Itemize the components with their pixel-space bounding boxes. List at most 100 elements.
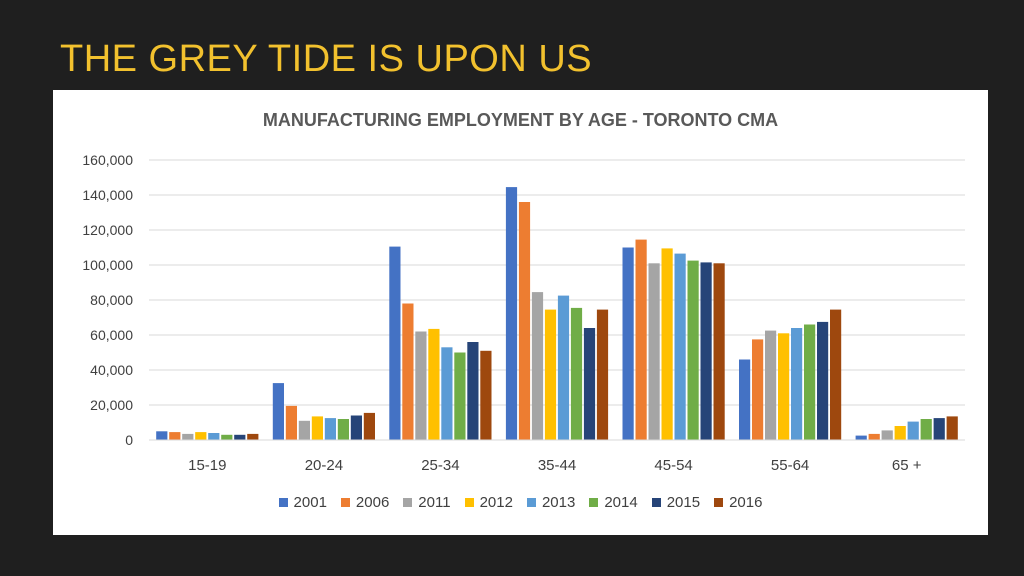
x-tick-label: 35-44: [538, 457, 576, 474]
chart-title: MANUFACTURING EMPLOYMENT BY AGE - TORONT…: [262, 110, 779, 130]
y-tick-label: 60,000: [90, 327, 133, 343]
legend-label: 2013: [541, 494, 576, 511]
legend-swatch: [340, 498, 350, 507]
y-tick-label: 40,000: [90, 362, 133, 378]
bar-20-24-2011: [298, 420, 310, 441]
bar-15-19-2006: [169, 432, 181, 440]
bar-20-24-2015: [350, 415, 362, 440]
y-tick-label: 140,000: [82, 187, 133, 203]
legend-item-2011: 2011: [403, 494, 451, 511]
bar-35-44-2011: [531, 292, 544, 440]
y-tick-label: 0: [125, 432, 133, 448]
legend-item-2013: 2013: [526, 494, 576, 511]
bar-20-24-2016: [363, 412, 375, 440]
y-tick-label: 80,000: [90, 292, 133, 308]
bar-45-54-2001: [622, 247, 634, 440]
bar-45-54-2015: [700, 262, 712, 440]
x-tick-label: 65 +: [892, 457, 922, 474]
bar-45-54-2016: [713, 263, 725, 441]
bar-15-19-2013: [208, 433, 220, 440]
bar-65+-2015: [933, 418, 945, 440]
bar-65+-2011: [881, 430, 893, 440]
x-tick-label: 15-19: [188, 457, 226, 474]
bar-65+-2016: [946, 416, 958, 440]
bar-65+-2012: [894, 426, 906, 440]
legend-label: 2015: [666, 494, 701, 511]
bar-15-19-2014: [221, 434, 233, 441]
bar-65+-2014: [920, 419, 932, 440]
bar-15-19-2015: [234, 434, 246, 441]
chart-legend: 2001 2006 2011 2012 2013 2014 2015 2016: [53, 494, 988, 511]
bar-55-64-2015: [817, 321, 829, 440]
bar-25-34-2013: [441, 347, 453, 441]
bar-45-54-2006: [635, 239, 647, 440]
bar-15-19-2011: [182, 433, 194, 440]
bar-20-24-2001: [272, 383, 284, 440]
y-tick-label: 120,000: [82, 222, 133, 238]
legend-swatch: [526, 498, 536, 507]
bar-45-54-2013: [674, 253, 686, 440]
bar-20-24-2006: [285, 405, 297, 440]
bar-55-64-2012: [778, 333, 790, 441]
chart-card: MANUFACTURING EMPLOYMENT BY AGE - TORONT…: [53, 90, 988, 535]
bar-35-44-2006: [518, 202, 531, 440]
x-tick-label: 20-24: [305, 457, 343, 474]
slide-title: THE GREY TIDE IS UPON US: [60, 38, 593, 80]
legend-item-2006: 2006: [340, 494, 390, 511]
legend-item-2016: 2016: [714, 494, 762, 511]
legend-swatch: [714, 498, 724, 507]
bar-45-54-2014: [687, 260, 699, 440]
legend-item-2001: 2001: [278, 494, 327, 511]
bar-65+-2006: [868, 433, 880, 440]
legend-swatch: [651, 498, 661, 507]
legend-label: 2001: [293, 494, 327, 511]
legend-swatch: [403, 498, 413, 507]
bar-20-24-2013: [324, 418, 336, 440]
bar-45-54-2012: [661, 248, 673, 440]
x-tick-label: 55-64: [771, 457, 809, 474]
bar-55-64-2014: [804, 324, 816, 440]
bar-35-44-2001: [505, 187, 518, 440]
y-tick-label: 100,000: [82, 257, 133, 273]
bar-35-44-2012: [544, 309, 557, 440]
legend-label: 2006: [355, 494, 390, 511]
bar-25-34-2006: [402, 303, 414, 440]
bar-25-34-2016: [480, 350, 492, 441]
legend-label: 2014: [604, 494, 638, 511]
bar-55-64-2011: [765, 330, 777, 440]
bar-25-34-2014: [454, 352, 466, 440]
bar-65+-2013: [907, 421, 919, 440]
bar-35-44-2015: [583, 328, 596, 440]
legend-item-2015: 2015: [651, 494, 701, 511]
bar-15-19-2012: [195, 432, 207, 440]
legend-item-2012: 2012: [464, 494, 513, 511]
bar-65+-2001: [855, 435, 867, 440]
y-tick-label: 20,000: [90, 397, 133, 413]
bar-20-24-2012: [311, 416, 323, 440]
bar-55-64-2001: [739, 359, 751, 440]
x-tick-label: 25-34: [421, 457, 459, 474]
legend-item-2014: 2014: [589, 494, 638, 511]
bar-25-34-2015: [467, 342, 479, 440]
legend-label: 2016: [729, 494, 763, 511]
bar-chart: 0 20,000 40,000 60,000 80,000 100,000 120,000 1…: [82, 152, 965, 474]
bar-55-64-2013: [791, 328, 803, 440]
legend-swatch: [589, 498, 599, 507]
bar-25-34-2011: [415, 331, 427, 440]
bar-55-64-2016: [830, 309, 842, 440]
bar-15-19-2016: [247, 433, 259, 440]
bar-35-44-2014: [570, 307, 583, 440]
bar-25-34-2001: [389, 246, 401, 440]
legend-label: 2011: [418, 494, 451, 511]
bar-35-44-2016: [596, 309, 609, 440]
legend-label: 2012: [479, 494, 513, 511]
bar-15-19-2001: [156, 431, 168, 441]
legend-swatch: [278, 498, 288, 507]
bar-20-24-2014: [337, 419, 349, 440]
y-tick-label: 160,000: [82, 152, 133, 168]
bar-45-54-2011: [648, 263, 660, 441]
x-tick-label: 45-54: [654, 457, 692, 474]
bar-35-44-2013: [557, 295, 570, 440]
bar-55-64-2006: [752, 339, 764, 440]
bar-25-34-2012: [428, 328, 440, 440]
